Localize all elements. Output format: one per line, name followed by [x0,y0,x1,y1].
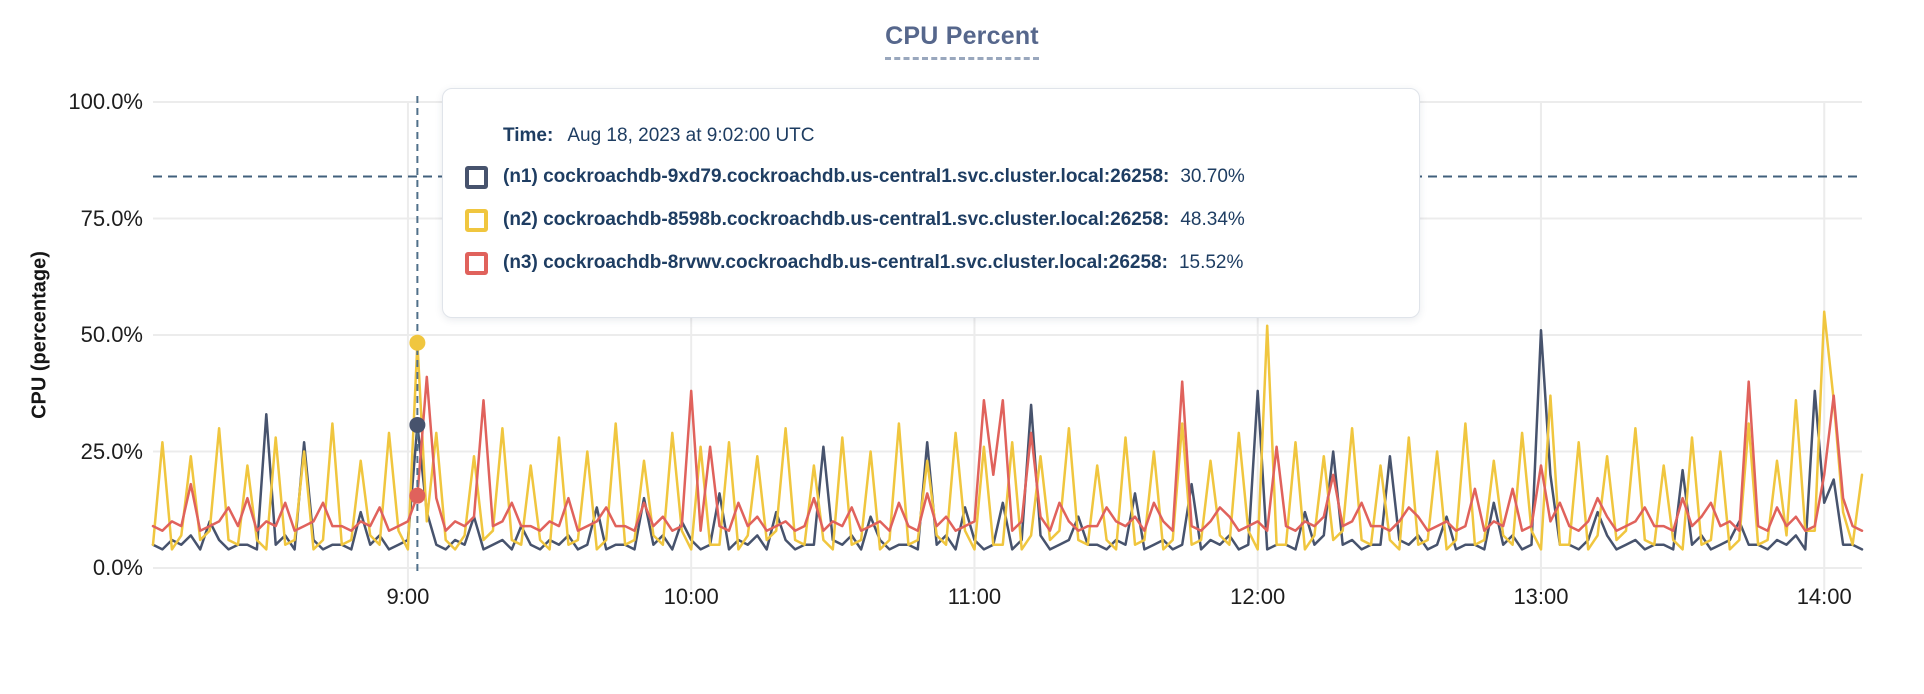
series-n3-marker-icon [465,251,488,275]
tooltip-series-value: 15.52% [1178,252,1244,273]
y-tick-label: 0.0% [92,555,143,580]
tooltip-series-value: 48.34% [1180,209,1245,230]
y-tick-label: 50.0% [80,322,143,347]
series-n2-marker-icon [465,208,488,232]
x-tick-label: 14:00 [1796,584,1852,609]
tooltip-row-n1: (n1) cockroachdb-9xd79.cockroachdb.us-ce… [465,164,1391,190]
tooltip-series-value: 30.70% [1180,166,1245,187]
tooltip-series-name: (n1) cockroachdb-9xd79.cockroachdb.us-ce… [503,166,1170,187]
x-tick-label: 10:00 [663,584,719,609]
tooltip-time-row: Time: Aug 18, 2023 at 9:02:00 UTC [503,125,1391,147]
tooltip-series-name: (n2) cockroachdb-8598b.cockroachdb.us-ce… [503,209,1170,230]
hover-point-n3 [409,487,426,504]
tooltip-time-label: Time: [503,125,554,146]
y-tick-label: 75.0% [80,205,143,231]
chart-title: CPU Percent [885,22,1039,60]
y-tick-label: 100.0% [68,89,143,114]
series-line-n3 [151,375,1864,532]
tooltip-row-n2: (n2) cockroachdb-8598b.cockroachdb.us-ce… [465,207,1391,233]
series-line-n1 [151,329,1864,551]
series-n1-marker-icon [465,165,488,189]
x-tick-label: 9:00 [386,584,430,609]
chart-title-row: CPU Percent [0,22,1924,60]
tooltip-series-name: (n3) cockroachdb-8rvwv.cockroachdb.us-ce… [503,252,1168,273]
tooltip-row-n3: (n3) cockroachdb-8rvwv.cockroachdb.us-ce… [465,250,1391,276]
hover-point-n1 [409,416,426,433]
x-tick-label: 13:00 [1513,584,1569,609]
x-tick-label: 12:00 [1230,584,1286,609]
tooltip-time-value: Aug 18, 2023 at 9:02:00 UTC [567,125,815,146]
hover-point-n2 [409,334,426,351]
chart-tooltip: Time: Aug 18, 2023 at 9:02:00 UTC (n1) co… [442,88,1420,318]
series-line-n2 [151,310,1864,551]
y-tick-label: 25.0% [80,438,143,464]
x-tick-label: 11:00 [947,584,1002,609]
